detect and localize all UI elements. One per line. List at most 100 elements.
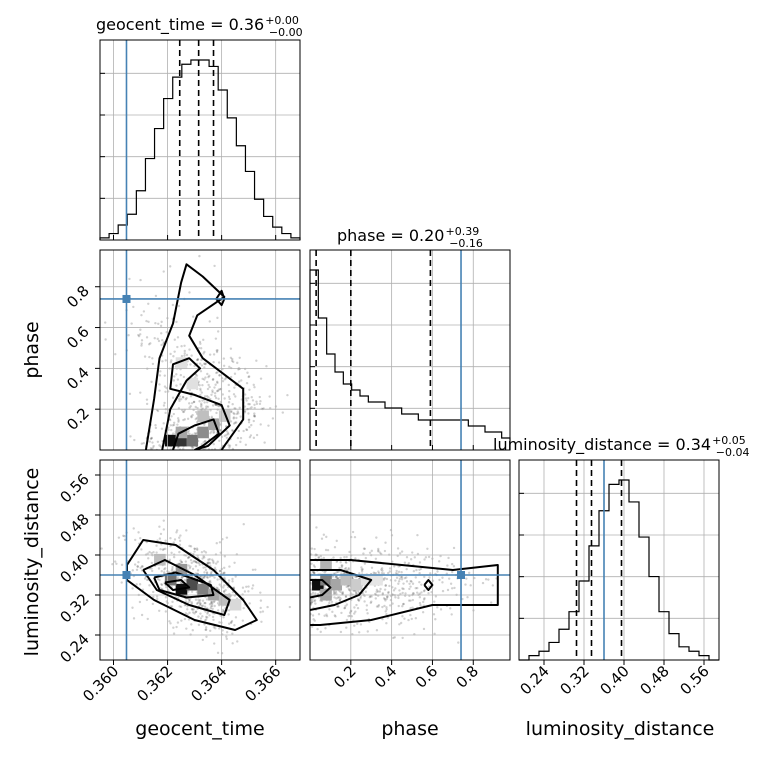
sample-point	[182, 375, 186, 379]
sample-point	[237, 429, 241, 433]
sample-point	[199, 612, 202, 615]
sample-point	[344, 595, 348, 599]
sample-point	[333, 614, 337, 617]
sample-point	[401, 615, 404, 618]
sample-point	[338, 566, 341, 570]
sample-point	[378, 590, 382, 593]
sample-point	[195, 374, 199, 377]
sample-point	[187, 556, 190, 559]
sample-point	[377, 603, 381, 607]
sample-point	[205, 635, 208, 638]
density-cell	[175, 357, 188, 369]
sample-point	[234, 421, 238, 424]
sample-point	[198, 600, 201, 603]
sample-point	[204, 439, 207, 443]
xtick-label: 0.24	[516, 662, 552, 698]
sample-point	[210, 415, 214, 419]
sample-point	[212, 431, 215, 435]
sample-point	[324, 548, 328, 552]
sample-point	[201, 638, 205, 642]
sample-point	[422, 590, 426, 593]
sample-point	[221, 380, 225, 383]
sample-point	[464, 583, 467, 586]
sample-point	[357, 598, 360, 602]
sample-point	[199, 387, 202, 391]
sample-point	[132, 617, 136, 620]
sample-point	[163, 401, 166, 405]
sample-point	[226, 431, 230, 434]
histogram-geocent_time	[99, 59, 301, 240]
sample-point	[286, 393, 289, 397]
sample-point	[204, 618, 208, 621]
sample-point	[196, 406, 199, 410]
sample-point	[236, 436, 240, 440]
sample-point	[447, 577, 451, 580]
sample-point	[184, 398, 187, 401]
sample-point	[383, 549, 387, 553]
sample-point	[394, 596, 397, 599]
sample-point	[204, 362, 207, 365]
sample-point	[180, 561, 183, 564]
sample-point	[414, 617, 418, 620]
sample-point	[249, 434, 253, 437]
sample-point	[198, 254, 201, 258]
sample-point	[401, 591, 404, 595]
sample-point	[333, 546, 337, 549]
sample-point	[202, 352, 205, 355]
sample-point	[426, 547, 429, 550]
sample-point	[183, 352, 186, 355]
scatter-0-1	[59, 254, 289, 450]
sample-point	[244, 397, 248, 400]
sample-point	[354, 575, 357, 579]
sample-point	[247, 590, 250, 593]
sample-point	[59, 354, 61, 356]
sample-point	[271, 417, 275, 420]
sample-point	[452, 565, 456, 568]
density-cell	[320, 558, 332, 571]
sample-point	[491, 584, 495, 587]
density-contours	[126, 263, 499, 631]
sample-point	[188, 544, 191, 548]
sample-point	[206, 562, 209, 565]
sample-point	[402, 582, 405, 585]
sample-point	[387, 591, 390, 595]
sample-point	[400, 578, 404, 581]
sample-point	[312, 618, 315, 621]
sample-point	[245, 399, 248, 402]
sample-point	[382, 597, 386, 600]
sample-point	[422, 627, 426, 631]
sample-point	[161, 548, 165, 551]
contour-line	[164, 579, 191, 591]
sample-point	[436, 570, 439, 573]
sample-point	[392, 589, 396, 592]
sample-point	[333, 596, 336, 599]
sample-point	[216, 316, 219, 320]
sample-point	[150, 567, 153, 570]
sample-point	[131, 569, 134, 572]
sample-point	[344, 566, 348, 570]
sample-point	[323, 614, 326, 617]
sample-point	[208, 614, 211, 617]
sample-point	[151, 357, 154, 360]
sample-point	[337, 605, 340, 608]
density-cell	[186, 434, 199, 447]
sample-point	[196, 569, 200, 572]
sample-point	[188, 600, 191, 603]
sample-point	[163, 385, 167, 388]
sample-point	[177, 420, 180, 423]
sample-point	[514, 585, 516, 587]
sample-point	[152, 444, 155, 448]
sample-point	[523, 589, 525, 591]
sample-point	[180, 575, 183, 579]
title-luminosity-distance: luminosity_distance = 0.34+0.05 −0.04	[493, 434, 750, 459]
sample-point	[258, 402, 262, 406]
sample-point	[203, 601, 206, 605]
sample-point	[203, 423, 206, 426]
sample-point	[129, 435, 132, 438]
sample-point	[197, 380, 200, 383]
sample-point	[353, 535, 357, 539]
sample-point	[232, 411, 235, 415]
sample-point	[182, 418, 185, 422]
sample-point	[411, 551, 414, 554]
sample-point	[178, 539, 182, 543]
